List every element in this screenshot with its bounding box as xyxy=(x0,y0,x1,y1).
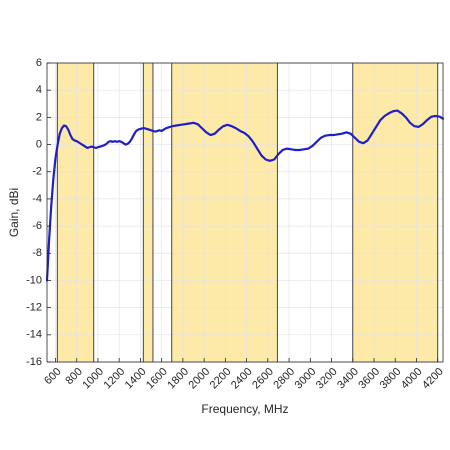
y-tick-label: -8 xyxy=(32,247,42,259)
series-layer xyxy=(45,109,445,282)
grid-lines xyxy=(47,62,443,363)
band-edges xyxy=(56,63,439,362)
x-axis-label: Frequency, MHz xyxy=(201,402,288,416)
axes xyxy=(46,62,444,363)
plot-frame xyxy=(46,62,444,363)
y-tick-label: 2 xyxy=(36,111,42,123)
y-axis-label: Gain, dBi xyxy=(7,188,21,237)
band-1 xyxy=(57,63,94,362)
band-3 xyxy=(171,63,278,362)
y-tick-label: -12 xyxy=(26,302,42,314)
y-tick-label: -2 xyxy=(32,166,42,178)
y-tick-label: -16 xyxy=(26,356,42,368)
series-line-1 xyxy=(45,109,445,282)
y-tick-label: 4 xyxy=(36,84,42,96)
y-tick-labels: -16 -14 -12 -10 -8 -6 -4 -2 0 2 4 6 xyxy=(26,57,42,368)
y-tick-label: -4 xyxy=(32,193,42,205)
band-2 xyxy=(143,63,153,362)
y-tick-label: -6 xyxy=(32,220,42,232)
y-tick-label: 0 xyxy=(36,138,42,150)
y-tick-label: 6 xyxy=(36,57,42,69)
y-tick-label: -10 xyxy=(26,274,42,286)
y-tick-label: -14 xyxy=(26,329,42,341)
